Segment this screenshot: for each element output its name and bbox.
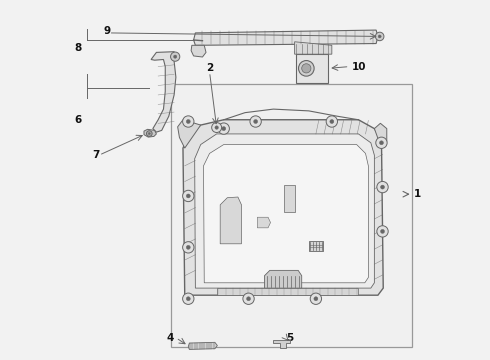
Polygon shape [273, 339, 291, 348]
Circle shape [186, 246, 190, 249]
Bar [284, 185, 294, 212]
Circle shape [330, 120, 334, 123]
Circle shape [379, 141, 384, 145]
Polygon shape [195, 134, 374, 288]
Circle shape [243, 293, 254, 305]
Text: 6: 6 [74, 115, 82, 125]
Circle shape [183, 190, 194, 202]
Circle shape [212, 123, 221, 132]
Circle shape [376, 137, 387, 148]
Circle shape [381, 229, 385, 233]
Circle shape [215, 126, 219, 129]
Circle shape [298, 60, 314, 76]
Circle shape [378, 35, 381, 38]
Circle shape [302, 64, 311, 73]
Polygon shape [183, 120, 383, 295]
Circle shape [375, 32, 384, 41]
Text: 2: 2 [206, 63, 213, 73]
Circle shape [173, 55, 177, 58]
Text: 8: 8 [74, 43, 82, 53]
Circle shape [310, 293, 321, 305]
Circle shape [314, 297, 318, 301]
Polygon shape [257, 217, 270, 228]
Text: 7: 7 [93, 150, 100, 160]
Circle shape [326, 116, 338, 127]
Circle shape [183, 293, 194, 305]
Polygon shape [144, 129, 156, 137]
Circle shape [222, 127, 226, 131]
Text: 5: 5 [287, 333, 294, 343]
Circle shape [377, 181, 388, 193]
Text: 10: 10 [351, 62, 366, 72]
Polygon shape [178, 120, 201, 148]
Circle shape [254, 120, 258, 123]
Circle shape [183, 116, 194, 127]
Circle shape [377, 226, 388, 237]
Polygon shape [203, 145, 368, 283]
Text: 4: 4 [167, 333, 174, 343]
Polygon shape [194, 30, 378, 45]
Circle shape [246, 297, 250, 301]
Polygon shape [220, 197, 242, 244]
Polygon shape [188, 342, 218, 350]
Circle shape [183, 242, 194, 253]
Circle shape [250, 116, 261, 127]
Polygon shape [217, 288, 358, 295]
Bar [309, 241, 323, 251]
Text: 9: 9 [103, 26, 110, 36]
Polygon shape [374, 123, 387, 148]
Circle shape [381, 185, 385, 189]
Circle shape [218, 123, 229, 134]
Circle shape [147, 131, 152, 136]
Bar [296, 54, 328, 82]
Circle shape [171, 52, 180, 61]
Polygon shape [151, 52, 176, 132]
Circle shape [186, 194, 190, 198]
Polygon shape [265, 270, 302, 288]
Polygon shape [191, 45, 206, 57]
Text: 1: 1 [414, 189, 420, 199]
Circle shape [186, 297, 190, 301]
Text: 3: 3 [335, 246, 343, 256]
Circle shape [186, 120, 190, 123]
Circle shape [148, 132, 150, 135]
Bar [171, 84, 412, 347]
Polygon shape [294, 42, 332, 54]
